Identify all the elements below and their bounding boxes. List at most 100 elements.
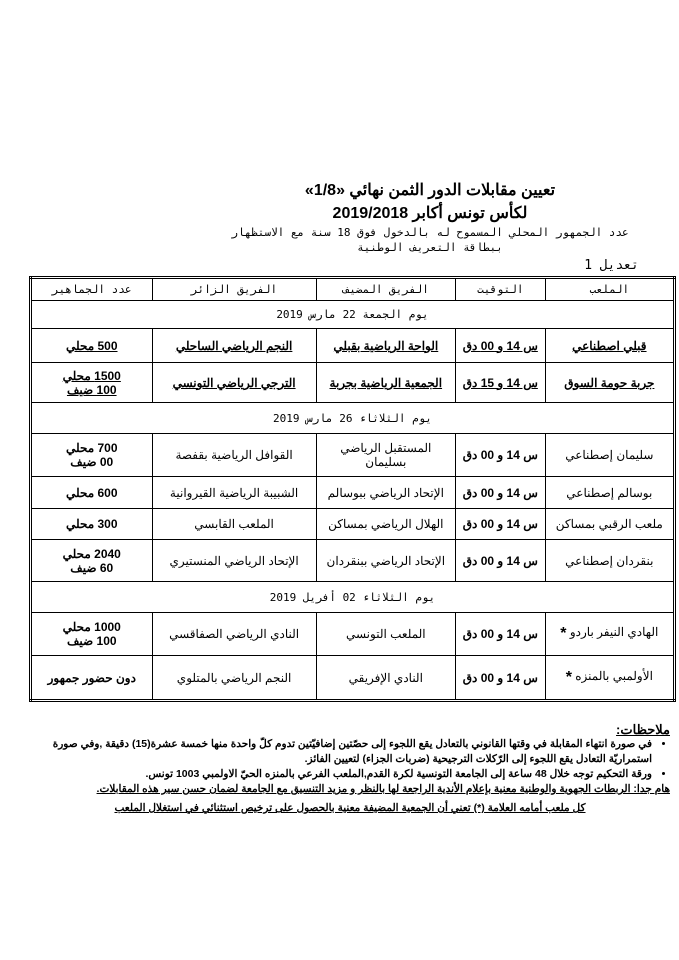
- stadium-cell: بنقردان إصطناعي: [544, 539, 676, 582]
- crowd-value: 00 ضيف: [70, 455, 114, 469]
- column-header-time: التوقيت: [454, 277, 546, 301]
- crowd-value: 1000 محلي: [62, 620, 121, 634]
- note-item: في صورة انتهاء المقابلة في وقتها القانون…: [30, 737, 652, 767]
- away-team-cell-text: النجم الرياضي الساحلي: [175, 338, 293, 353]
- document-subtitle: لكأس تونس أكابر 2019/2018: [332, 205, 528, 222]
- important-note: هام جدا: الربطات الجهوية والوطنية معنية …: [96, 783, 670, 795]
- stadium-cell: الأولمبي بالمنزه *: [544, 655, 676, 701]
- home-team-cell: الإتحاد الرياضي ببنقردان: [315, 539, 456, 582]
- crowd-value: 60 ضيف: [70, 560, 114, 575]
- home-team-cell: الواحة الرياضية بقبلي: [315, 328, 456, 363]
- stadium-cell-text: بنقردان إصطناعي: [565, 553, 654, 568]
- day-label: يوم الثلاثاء 26 مارس 2019: [30, 402, 675, 434]
- day-row: يوم الجمعة 22 مارس 2019: [30, 300, 675, 329]
- day-label: يوم الجمعة 22 مارس 2019: [30, 300, 675, 329]
- crowd-cell: 700 محلي 00 ضيف: [30, 433, 153, 477]
- stadium-cell: بوسالم إصطناعي: [544, 476, 676, 509]
- time-cell: س 14 و 00 دق: [454, 433, 546, 477]
- stadium-cell-text: الأولمبي بالمنزه: [575, 668, 653, 683]
- match-row: بوسالم إصطناعي س 14 و 00 دق الإتحاد الرياض…: [30, 476, 676, 509]
- away-team-cell: النجم الرياضي الساحلي: [151, 328, 317, 363]
- home-team-cell: المستقبل الرياضي بسليمان: [315, 433, 456, 477]
- match-row: الهادي النيفر باردو * س 14 و 00 دق الملعب …: [30, 612, 676, 656]
- away-team-cell: الشبيبة الرياضية القيروانية: [151, 476, 317, 509]
- home-team-cell: الجمعية الرياضية بجربة: [315, 362, 456, 403]
- column-header-stadium: الملعب: [544, 277, 676, 301]
- star-note: كل ملعب أمامه العلامة (*) تعني أن الجمعي…: [114, 802, 586, 814]
- fixtures-table: الملعب التوقيت الفريق المضيف الفريق الزا…: [29, 276, 676, 702]
- time-cell: س 14 و 15 دق: [454, 362, 546, 403]
- match-row: جربة حومة السوق س 14 و 15 دق الجمعية الريا…: [30, 362, 676, 403]
- home-team-cell: الملعب التونسي: [315, 612, 456, 656]
- stadium-cell-text: جربة حومة السوق: [564, 375, 655, 390]
- stadium-cell: ملعب الرقبي بمساكن: [544, 508, 676, 540]
- home-team-cell-text: الإتحاد الرياضي ببوسالم: [327, 485, 444, 500]
- time-cell-text: س 14 و 00 دق: [462, 338, 538, 353]
- home-team-cell-text: الملعب التونسي: [345, 627, 426, 641]
- match-row: الأولمبي بالمنزه * س 14 و 00 دق النادي الإ…: [30, 655, 676, 701]
- away-team-cell: الترجي الرياضي التونسي: [151, 362, 317, 403]
- column-header-crowd: عدد الجماهير: [30, 277, 153, 301]
- away-team-cell: الملعب القابسي: [151, 508, 317, 540]
- time-cell: س 14 و 00 دق: [454, 612, 546, 656]
- crowd-note-line2: ببطاقة التعريف الوطنية: [357, 241, 503, 254]
- column-header-home: الفريق المضيف: [315, 277, 456, 301]
- home-team-cell: النادي الإفريقي: [315, 655, 456, 701]
- crowd-value: 100 ضيف: [66, 382, 117, 397]
- column-header-away: الفريق الزائر: [151, 277, 317, 301]
- stadium-cell: الهادي النيفر باردو *: [544, 612, 676, 656]
- away-team-cell-text: الترجي الرياضي التونسي: [172, 375, 296, 390]
- home-team-cell-text: الواحة الرياضية بقبلي: [333, 338, 439, 353]
- day-row: يوم الثلاثاء 02 أفريل 2019: [30, 581, 675, 613]
- crowd-cell: 2040 محلي 60 ضيف: [30, 539, 153, 582]
- stadium-cell: سليمان إصطناعي: [544, 433, 676, 477]
- home-team-cell-text: الإتحاد الرياضي ببنقردان: [326, 553, 446, 568]
- match-row: قبلي اصطناعي س 14 و 00 دق الواحة الرياضية …: [30, 328, 676, 363]
- stadium-cell-text: ملعب الرقبي بمساكن: [555, 517, 663, 531]
- time-cell-text: س 14 و 00 دق: [462, 448, 538, 462]
- stadium-cell-text: سليمان إصطناعي: [565, 448, 654, 462]
- away-team-cell: القوافل الرياضية بقفصة: [151, 433, 317, 477]
- away-team-cell-text: القوافل الرياضية بقفصة: [175, 448, 293, 462]
- table-header-row: الملعب التوقيت الفريق المضيف الفريق الزا…: [30, 277, 676, 301]
- crowd-value: 100 ضيف: [66, 634, 117, 648]
- time-cell-text: س 14 و 00 دق: [462, 627, 538, 641]
- star-marker: *: [565, 668, 572, 686]
- away-team-cell-text: الشبيبة الرياضية القيروانية: [169, 485, 299, 500]
- time-cell: س 14 و 00 دق: [454, 508, 546, 540]
- crowd-cell: 1500 محلي 100 ضيف: [30, 362, 153, 403]
- match-row: ملعب الرقبي بمساكن س 14 و 00 دق الهلال الر…: [30, 508, 676, 540]
- stadium-cell: جربة حومة السوق: [544, 362, 676, 403]
- crowd-cell: 1000 محلي 100 ضيف: [30, 612, 153, 656]
- time-cell: س 14 و 00 دق: [454, 539, 546, 582]
- home-team-cell-text: الهلال الرياضي بمساكن: [328, 517, 444, 531]
- home-team-cell-text: المستقبل الرياضي بسليمان: [340, 441, 432, 469]
- time-cell: س 14 و 00 دق: [454, 328, 546, 363]
- document-title: تعيين مقابلات الدور الثمن نهائي «1/8»: [304, 182, 556, 199]
- time-cell-text: س 14 و 00 دق: [462, 670, 538, 685]
- away-team-cell: النجم الرياضي بالمتلوي: [151, 655, 317, 701]
- stadium-cell: قبلي اصطناعي: [544, 328, 676, 363]
- revision-label: تعديل 1: [584, 258, 639, 273]
- time-cell-text: س 14 و 00 دق: [462, 517, 538, 531]
- time-cell: س 14 و 00 دق: [454, 655, 546, 701]
- away-team-cell: الإتحاد الرياضي المنستيري: [151, 539, 317, 582]
- home-team-cell-text: النادي الإفريقي: [348, 670, 423, 685]
- day-row: يوم الثلاثاء 26 مارس 2019: [30, 402, 675, 434]
- time-cell-text: س 14 و 15 دق: [462, 375, 538, 390]
- crowd-note-line1: عدد الجمهور المحلي المسموح له بالدخول فو…: [231, 226, 629, 239]
- match-row: سليمان إصطناعي س 14 و 00 دق المستقبل الريا…: [30, 433, 676, 477]
- home-team-cell: الإتحاد الرياضي ببوسالم: [315, 476, 456, 509]
- crowd-value: 700 محلي: [66, 441, 118, 455]
- away-team-cell-text: الإتحاد الرياضي المنستيري: [169, 553, 299, 568]
- notes-heading: ملاحظات:: [616, 722, 670, 737]
- home-team-cell-text: الجمعية الرياضية بجربة: [329, 375, 443, 390]
- crowd-cell: 300 محلي: [30, 508, 153, 540]
- star-marker: *: [560, 625, 567, 642]
- stadium-cell-text: قبلي اصطناعي: [572, 338, 647, 353]
- time-cell-text: س 14 و 00 دق: [462, 553, 538, 568]
- note-item: ورقة التحكيم توجه خلال 48 ساعة إلى الجام…: [30, 767, 652, 782]
- crowd-value: دون حضور جمهور: [47, 670, 136, 685]
- away-team-cell-text: النجم الرياضي بالمتلوي: [176, 670, 292, 685]
- stadium-cell-text: الهادي النيفر باردو: [569, 625, 659, 639]
